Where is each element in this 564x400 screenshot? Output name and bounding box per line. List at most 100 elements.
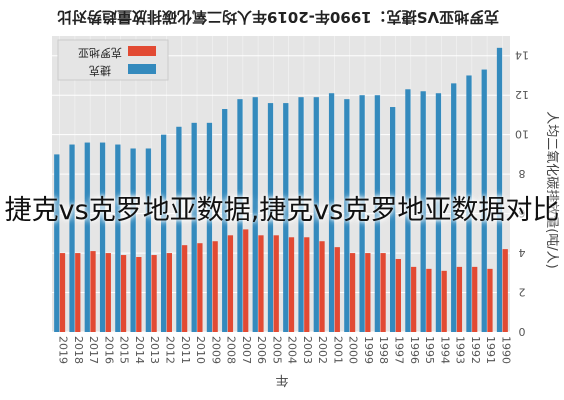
x-tick-label: 2014 [133, 336, 146, 364]
bar-croatia [90, 251, 96, 332]
x-tick-label: 1998 [377, 336, 390, 364]
bar-croatia [303, 237, 310, 332]
x-tick-label: 2008 [225, 336, 238, 364]
x-tick-label: 2000 [347, 336, 360, 364]
bar-croatia [258, 235, 264, 332]
bar-croatia [410, 266, 417, 332]
bar-croatia [502, 249, 508, 332]
y-tick-label: 14 [515, 49, 529, 62]
bar-croatia [380, 253, 386, 332]
x-tick-label: 1999 [362, 336, 375, 364]
x-tick-label: 1992 [469, 336, 482, 364]
bar-czech [69, 144, 75, 332]
bar-czech [405, 89, 411, 332]
bar-czech [252, 97, 259, 332]
y-tick-label: 0 [519, 325, 526, 338]
plot-background [52, 36, 510, 332]
bar-czech [283, 103, 289, 333]
bar-croatia [456, 266, 463, 332]
bar-czech [222, 109, 228, 332]
bar-croatia [120, 255, 127, 332]
x-tick-label: 2011 [179, 336, 192, 364]
bar-czech [466, 75, 472, 332]
bar-croatia [349, 253, 356, 332]
x-tick-label: 2017 [87, 336, 100, 364]
bar-croatia [135, 257, 142, 332]
x-tick-label: 2001 [331, 336, 344, 364]
x-tick-label: 1994 [438, 336, 451, 364]
x-tick-label: 2013 [148, 336, 161, 364]
bar-croatia [288, 237, 295, 332]
bar-croatia [334, 247, 340, 332]
x-tick-label: 2002 [316, 336, 329, 364]
bar-croatia [319, 241, 325, 332]
y-tick-label: 2 [519, 286, 526, 299]
legend-label: 克罗地亚 [78, 46, 122, 59]
bar-croatia [181, 245, 188, 332]
bar-czech [344, 99, 350, 332]
bar-croatia [197, 243, 203, 332]
y-axis-label: 人均二氧化碳排放量(吨/人) [544, 111, 559, 269]
x-tick-label: 2005 [270, 336, 283, 364]
bar-croatia [426, 268, 432, 332]
bar-czech [115, 144, 121, 332]
bar-czech [374, 95, 381, 332]
x-tick-label: 2019 [57, 336, 70, 364]
bar-czech [176, 126, 182, 332]
bar-czech [145, 148, 152, 332]
bar-croatia [364, 253, 371, 332]
chart-title: 克罗地亚VS捷克：1990年-2019年人均二氧化碳排放量趋势对比 [57, 8, 499, 26]
x-tick-label: 1995 [423, 336, 436, 364]
bar-czech [420, 91, 427, 333]
x-tick-label: 2015 [118, 336, 131, 364]
bar-croatia [59, 253, 66, 332]
x-tick-label: 2003 [301, 336, 314, 364]
x-tick-label: 1990 [499, 336, 512, 364]
x-tick-label: 1997 [393, 336, 406, 364]
bar-croatia [166, 253, 172, 332]
x-tick-label: 2004 [286, 336, 299, 364]
legend-label: 捷克 [89, 64, 111, 78]
y-tick-label: 4 [519, 246, 526, 259]
bar-czech [298, 97, 304, 332]
bar-czech [54, 154, 60, 332]
bar-czech [161, 134, 167, 332]
legend-swatch [128, 46, 156, 56]
bar-croatia [242, 229, 249, 332]
y-tick-label: 6 [519, 207, 526, 220]
x-tick-label: 1996 [408, 336, 421, 364]
x-tick-label: 2016 [102, 336, 115, 364]
x-tick-label: 2006 [255, 336, 268, 364]
bar-czech [191, 122, 198, 333]
x-tick-label: 2018 [72, 336, 85, 364]
bar-czech [328, 93, 335, 332]
bar-czech [481, 69, 488, 333]
bar-croatia [273, 235, 279, 332]
watermark-text: 捷克vs克罗地亚数据,捷克vs克罗地亚数据对比 [4, 195, 560, 226]
bar-croatia [441, 270, 447, 332]
bar-croatia [74, 253, 81, 332]
bar-croatia [395, 258, 401, 332]
x-tick-label: 1993 [454, 336, 467, 364]
x-tick-label: 2012 [164, 336, 177, 364]
y-tick-label: 8 [519, 167, 526, 180]
x-tick-label: 2007 [240, 336, 253, 364]
bar-czech [84, 142, 91, 332]
bar-croatia [105, 253, 111, 332]
bar-czech [99, 142, 106, 332]
bar-croatia [471, 266, 478, 332]
x-axis-label: 年 [275, 372, 288, 387]
bar-czech [359, 95, 365, 332]
bar-czech [267, 103, 274, 333]
x-tick-label: 1991 [484, 336, 497, 364]
y-tick-label: 12 [515, 88, 529, 101]
bar-czech [237, 99, 243, 332]
x-tick-label: 2010 [194, 336, 207, 364]
bar-czech [313, 97, 320, 332]
legend-swatch [128, 64, 156, 74]
bar-czech [130, 148, 136, 332]
bar-czech [206, 122, 213, 333]
bar-croatia [487, 268, 493, 332]
